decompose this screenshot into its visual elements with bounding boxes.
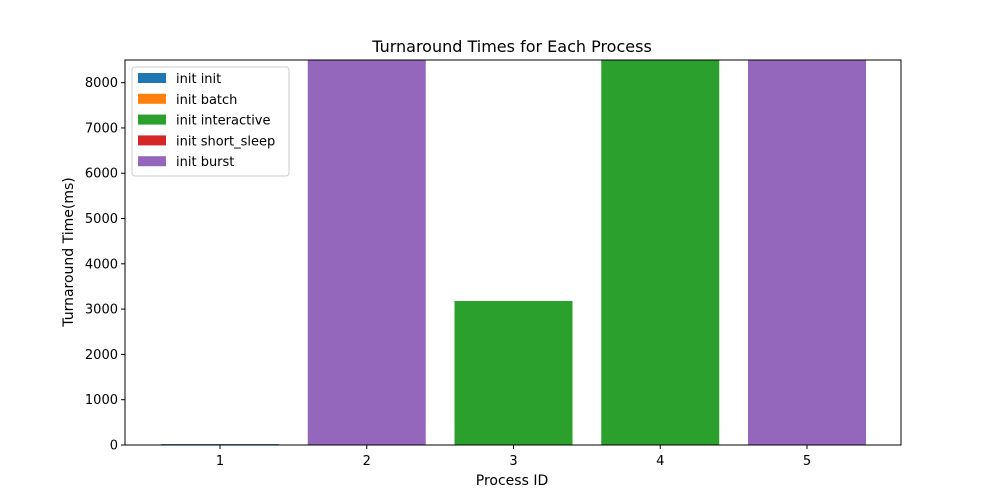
legend-label: init burst	[176, 155, 234, 170]
chart-title: Turnaround Times for Each Process	[371, 37, 652, 56]
legend: init init init batch init interactive init …	[131, 66, 290, 177]
legend-label: init interactive	[176, 114, 271, 129]
x-axis-label: Process ID	[476, 473, 548, 489]
bars-layer	[161, 60, 866, 445]
x-tick-label: 2	[363, 454, 371, 469]
bar-process-4	[601, 60, 720, 445]
x-tick-label: 5	[803, 454, 811, 469]
legend-swatch	[138, 114, 166, 125]
legend-swatch	[138, 135, 166, 146]
legend-box	[131, 66, 290, 177]
x-tick-label: 4	[656, 454, 664, 469]
y-tick-label: 7000	[85, 121, 118, 136]
legend-swatch	[138, 156, 166, 167]
x-tick-label: 1	[216, 454, 224, 469]
legend-swatch	[138, 93, 166, 104]
legend-label: init batch	[176, 93, 237, 108]
y-tick-label: 3000	[85, 303, 118, 318]
y-tick-label: 2000	[85, 348, 118, 363]
y-tick-label: 8000	[85, 76, 118, 91]
x-tick-label: 3	[509, 454, 517, 469]
y-tick-label: 0	[110, 439, 118, 454]
legend-label: init short_sleep	[176, 134, 275, 149]
y-tick-label: 6000	[85, 167, 118, 182]
y-tick-label: 1000	[85, 393, 118, 408]
y-axis: 0 1000 2000 3000 4000 5000 6000 7000 8000	[85, 76, 125, 454]
y-tick-label: 4000	[85, 257, 118, 272]
y-tick-label: 5000	[85, 212, 118, 227]
bar-process-5	[748, 60, 866, 445]
bar-process-3	[454, 300, 573, 445]
x-axis: 1 2 3 4 5	[216, 445, 811, 469]
legend-label: init init	[176, 72, 221, 87]
y-axis-label: Turnaround Time(ms)	[61, 177, 77, 327]
bar-process-2	[307, 60, 426, 445]
legend-swatch	[138, 73, 166, 83]
